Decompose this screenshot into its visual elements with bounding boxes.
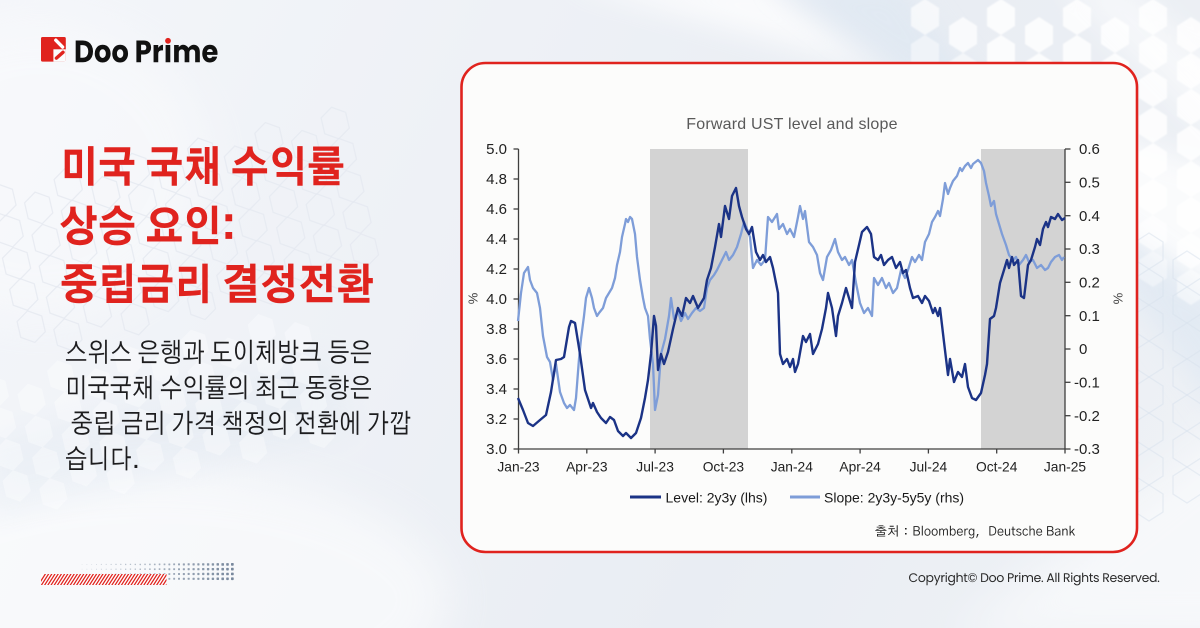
svg-text:-0.1: -0.1 bbox=[1074, 375, 1100, 392]
svg-text:4.0: 4.0 bbox=[486, 291, 507, 308]
svg-text:0.3: 0.3 bbox=[1079, 241, 1100, 258]
svg-text:Jan-24: Jan-24 bbox=[771, 460, 814, 475]
svg-text:0.6: 0.6 bbox=[1079, 141, 1100, 158]
svg-text:Jan-23: Jan-23 bbox=[497, 460, 540, 475]
svg-text:Oct-23: Oct-23 bbox=[703, 460, 745, 475]
svg-text:0.5: 0.5 bbox=[1079, 175, 1100, 192]
svg-text:3.4: 3.4 bbox=[486, 381, 507, 398]
svg-text:Apr-24: Apr-24 bbox=[839, 460, 881, 475]
svg-text:3.0: 3.0 bbox=[486, 441, 507, 458]
svg-text:Level: 2y3y (lhs): Level: 2y3y (lhs) bbox=[666, 490, 768, 506]
svg-text:5.0: 5.0 bbox=[486, 141, 507, 158]
svg-text:Jul-24: Jul-24 bbox=[910, 460, 948, 475]
svg-text:Jan-25: Jan-25 bbox=[1044, 460, 1087, 475]
svg-text:3.8: 3.8 bbox=[486, 321, 507, 338]
svg-text:4.6: 4.6 bbox=[486, 201, 507, 218]
svg-text:0.2: 0.2 bbox=[1079, 275, 1100, 292]
svg-text:Jul-23: Jul-23 bbox=[636, 460, 674, 475]
svg-text:%: % bbox=[466, 292, 481, 304]
svg-text:0: 0 bbox=[1079, 341, 1087, 358]
svg-text:Oct-24: Oct-24 bbox=[976, 460, 1018, 475]
svg-text:3.2: 3.2 bbox=[486, 411, 507, 428]
svg-text:4.2: 4.2 bbox=[486, 261, 507, 278]
svg-text:4.4: 4.4 bbox=[486, 231, 507, 248]
svg-text:0.4: 0.4 bbox=[1079, 208, 1100, 225]
svg-text:3.6: 3.6 bbox=[486, 351, 507, 368]
svg-text:0.1: 0.1 bbox=[1079, 308, 1100, 325]
svg-text:4.8: 4.8 bbox=[486, 171, 507, 188]
svg-text:%: % bbox=[1111, 293, 1126, 305]
svg-text:Apr-23: Apr-23 bbox=[566, 460, 608, 475]
svg-text:-0.2: -0.2 bbox=[1074, 408, 1100, 425]
svg-text:Slope: 2y3y-5y5y (rhs): Slope: 2y3y-5y5y (rhs) bbox=[824, 490, 964, 506]
svg-text:Forward UST level and slope: Forward UST level and slope bbox=[686, 116, 897, 133]
svg-text:-0.3: -0.3 bbox=[1074, 441, 1100, 458]
